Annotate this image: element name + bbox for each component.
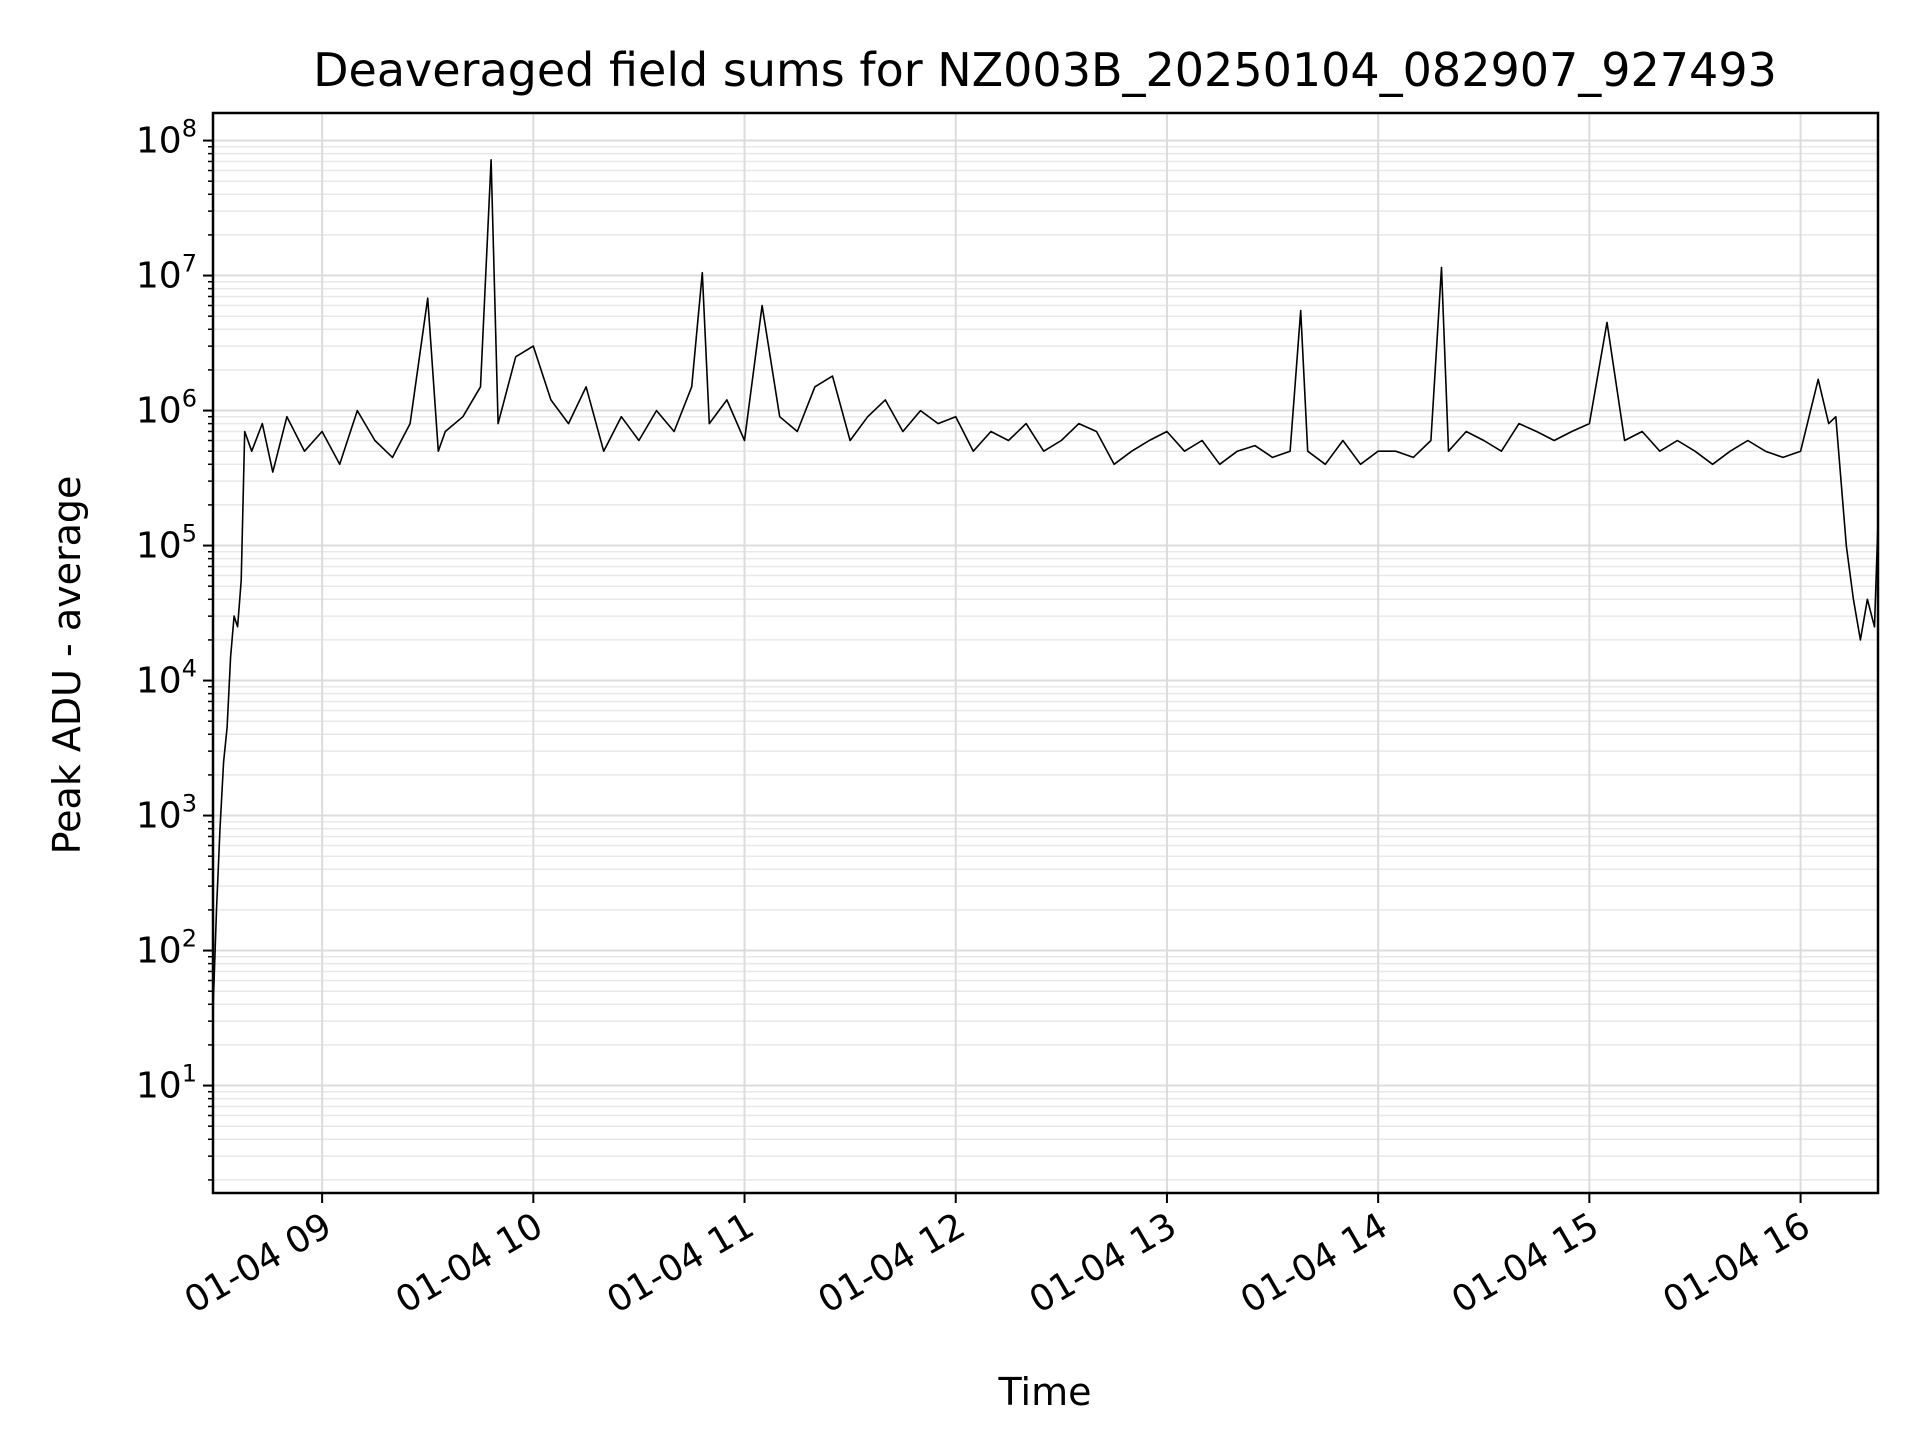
y-tick-label: 107	[136, 250, 197, 297]
series-line	[212, 159, 1879, 1013]
y-tick-exponent: 1	[182, 1060, 197, 1088]
x-axis-ticks: 01-04 09 01-04 10 01-04 11 01-04 12 01-04 13…	[178, 1193, 1817, 1322]
grid-lines	[213, 113, 1878, 1193]
y-axis-label: Peak ADU - average	[45, 476, 89, 855]
y-tick-exponent: 3	[182, 790, 197, 818]
x-tick-label: 01-04 12	[812, 1205, 973, 1321]
y-tick-label: 106	[136, 385, 197, 432]
y-tick-exponent: 7	[182, 250, 197, 278]
y-tick-label: 101	[136, 1060, 197, 1107]
y-tick-label: 103	[136, 790, 197, 837]
y-tick-base: 10	[136, 796, 182, 837]
y-tick-exponent: 2	[182, 925, 197, 953]
x-tick-label: 01-04 14	[1234, 1205, 1395, 1321]
x-axis-label: Time	[998, 1370, 1092, 1414]
x-tick-label: 01-04 10	[389, 1205, 550, 1321]
y-tick-base: 10	[136, 661, 182, 702]
y-tick-base: 10	[136, 391, 182, 432]
y-tick-exponent: 6	[182, 385, 197, 413]
y-tick-base: 10	[136, 931, 182, 972]
x-tick-label: 01-04 15	[1445, 1205, 1606, 1321]
y-tick-base: 10	[136, 526, 182, 567]
chart-title: Deaveraged field sums for NZ003B_2025010…	[313, 43, 1777, 97]
y-tick-base: 10	[136, 121, 182, 162]
plot-series-layer	[212, 159, 1879, 1013]
y-tick-exponent: 4	[182, 655, 197, 683]
x-tick-label: 01-04 11	[600, 1205, 761, 1321]
y-tick-base: 10	[136, 1066, 182, 1107]
y-tick-exponent: 5	[182, 520, 197, 548]
y-tick-label: 102	[136, 925, 197, 972]
y-tick-base: 10	[136, 256, 182, 297]
y-tick-label: 108	[136, 115, 197, 162]
x-tick-label: 01-04 13	[1023, 1205, 1184, 1321]
y-tick-exponent: 8	[182, 115, 197, 143]
plot-frame	[211, 111, 1880, 1195]
y-tick-label: 105	[136, 520, 197, 567]
y-tick-label: 104	[136, 655, 197, 702]
x-tick-label: 01-04 16	[1656, 1205, 1817, 1321]
x-tick-label: 01-04 09	[178, 1205, 339, 1321]
